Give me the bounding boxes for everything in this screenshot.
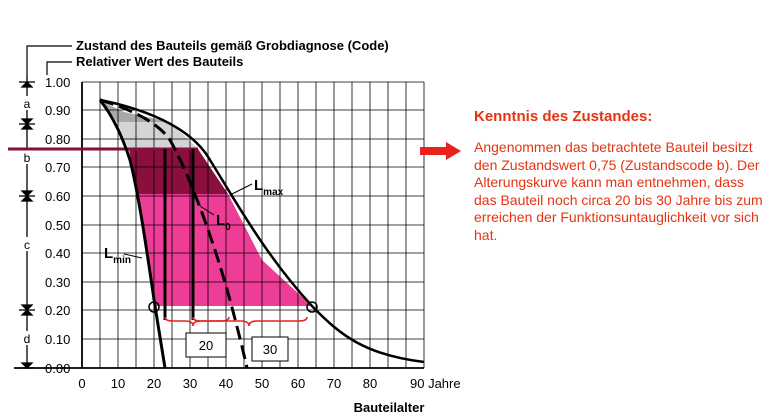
y-tick: 0.80 xyxy=(45,132,70,147)
curve-lmin xyxy=(98,99,167,369)
y-tick: 0.60 xyxy=(45,189,70,204)
code-b: b xyxy=(24,151,31,165)
y-tick-labels: 1.00 0.90 0.80 0.70 0.60 0.50 0.40 0.30 … xyxy=(45,75,70,376)
curve-lmax xyxy=(99,98,425,364)
x-tick: 60 xyxy=(291,376,305,391)
code-a: a xyxy=(24,97,31,111)
y-tick: 0.90 xyxy=(45,103,70,118)
x-tick: 50 xyxy=(255,376,269,391)
y-tick: 0.40 xyxy=(45,246,70,261)
bracket-30 xyxy=(192,316,308,327)
grey-top-region xyxy=(103,102,170,122)
x-tick: 80 xyxy=(363,376,377,391)
arrow-right-icon xyxy=(420,142,461,160)
code-c: c xyxy=(24,238,30,252)
condition-code-scale xyxy=(19,75,35,369)
y-tick: 0.20 xyxy=(45,303,70,318)
x-tick: 30 xyxy=(183,376,197,391)
value-band-region xyxy=(129,149,228,194)
label-l0: L0 xyxy=(216,212,231,233)
curve-l0 xyxy=(99,98,249,369)
header-value-leader xyxy=(46,61,72,75)
marker-circle-lmax xyxy=(306,301,318,313)
x-tick: 10 xyxy=(111,376,125,391)
x-axis-label: Bauteilalter xyxy=(354,400,425,415)
x-tick: 70 xyxy=(327,376,341,391)
x-tick-labels: 0 10 20 30 40 50 60 70 80 90 Jahre xyxy=(78,376,460,391)
label-lmin: Lmin xyxy=(104,245,131,266)
x-tick: 0 xyxy=(78,376,85,391)
code-d: d xyxy=(24,332,31,346)
y-tick: 1.00 xyxy=(45,75,70,90)
annotation-box-30 xyxy=(251,336,289,362)
header-value-label: Relativer Wert des Bauteils xyxy=(76,54,243,69)
grey-mid-region xyxy=(117,122,198,149)
header-code-leader xyxy=(26,45,72,75)
x-tick: 20 xyxy=(147,376,161,391)
y-tick: 0.50 xyxy=(45,218,70,233)
header-code-label: Zustand des Bauteils gemäß Grobdiagnose … xyxy=(76,38,389,53)
x-tick: 40 xyxy=(219,376,233,391)
label-lmax: Lmax xyxy=(254,177,284,198)
pink-region xyxy=(137,194,312,306)
marker-circle-lmin xyxy=(148,301,160,313)
panel-title: Kenntnis des Zustandes: xyxy=(474,108,653,125)
y-tick: 0.00 xyxy=(45,361,70,376)
annotation-box-20 xyxy=(185,332,227,358)
y-tick: 0.10 xyxy=(45,332,70,347)
y-tick: 0.70 xyxy=(45,160,70,175)
x-tick-last: 90 Jahre xyxy=(410,376,461,391)
info-panel: Kenntnis des Zustandes: Angenommen das b… xyxy=(474,108,766,244)
y-tick: 0.30 xyxy=(45,275,70,290)
annotation-30: 30 xyxy=(263,342,277,357)
panel-text: Angenommen das betrachtete Bauteil besit… xyxy=(474,139,763,243)
annotation-20: 20 xyxy=(199,338,213,353)
